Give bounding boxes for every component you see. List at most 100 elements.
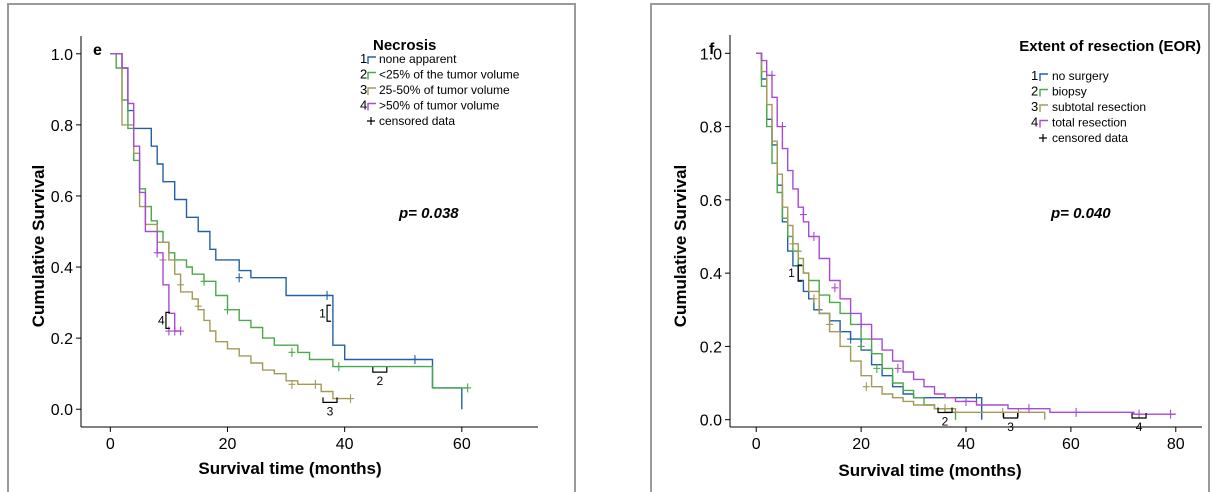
censor-mark-1	[323, 290, 331, 300]
censor-mark-4	[799, 210, 807, 220]
bracket-label: 4	[1136, 420, 1143, 434]
censor-mark-4	[1135, 409, 1143, 419]
x-tick-label: 60	[1062, 436, 1080, 453]
panel-f-letter: f	[709, 41, 715, 58]
panel-f-frame	[650, 3, 1210, 492]
panel-f-axes: 0 20 40 60 80 0.0 0.2 0.4 0.6 0.8 1.0	[700, 35, 1202, 453]
panel-e-annotations: 1 2 3 4	[158, 304, 388, 418]
y-tick-label: 0.2	[51, 331, 73, 348]
y-tick-label: 0.2	[700, 339, 722, 356]
x-tick-label: 40	[336, 436, 354, 453]
panel-e-x-axis-title: Survival time (months)	[198, 459, 381, 478]
panel-f-series-group	[756, 52, 1176, 420]
censor-mark-3	[789, 239, 797, 249]
panel-f-y-axis-title: Cumulative Survival	[671, 165, 690, 328]
legend-entry: total resection	[1052, 116, 1127, 130]
legend-number: 1	[1031, 68, 1038, 83]
legend-entry: subtotal resection	[1052, 100, 1146, 114]
y-tick-label: 0.0	[51, 402, 73, 419]
bracket-label: 3	[1007, 420, 1014, 434]
bracket-mark	[937, 407, 953, 414]
series-line-4	[110, 53, 181, 332]
y-tick-label: 0.8	[700, 120, 722, 137]
legend-swatch-2	[1039, 88, 1048, 97]
censor-mark-4	[831, 283, 839, 293]
censor-mark-3	[826, 319, 834, 329]
series-line-3	[756, 52, 1046, 420]
censor-mark-4	[153, 248, 161, 258]
bracket-label: 1	[788, 266, 795, 280]
censor-mark-3	[288, 379, 296, 389]
legend-swatch-1	[1039, 73, 1048, 81]
legend-entry: 25-50% of tumor volume	[379, 83, 510, 97]
censor-mark-3	[862, 382, 870, 392]
panel-f-legend: 1 no surgery 2 biopsy 3 subtotal resection 4 to…	[1031, 68, 1146, 145]
legend-censor-symbol	[367, 117, 375, 125]
panel-f-annotations: 1 2 3 4	[788, 264, 1147, 434]
legend-entry: none apparent	[379, 52, 457, 66]
panel-e-frame	[7, 3, 576, 492]
censor-mark-4	[1167, 409, 1175, 419]
y-tick-label: 0.4	[700, 266, 722, 283]
censor-mark-1	[235, 273, 243, 283]
censor-mark-4	[810, 231, 818, 241]
y-tick-label: 0.6	[700, 193, 722, 210]
censor-mark-2	[223, 305, 231, 315]
panel-f-legend-title: Extent of resection (EOR)	[1019, 38, 1201, 55]
legend-swatch-4	[1039, 119, 1048, 128]
censor-mark-2	[873, 363, 881, 373]
y-tick-label: 0.6	[51, 189, 73, 206]
panel-e-legend-title: Necrosis	[373, 37, 436, 54]
x-tick-label: 60	[453, 436, 471, 453]
bracket-mark	[372, 367, 388, 373]
bracket-mark	[326, 304, 332, 322]
censor-mark-1	[847, 334, 855, 344]
legend-number: 3	[1031, 99, 1038, 114]
censor-mark-3	[999, 407, 1007, 417]
legend-censored-entry: censored data	[1052, 131, 1128, 145]
legend-swatch-1	[367, 56, 376, 64]
legend-number: 1	[360, 51, 367, 66]
censor-mark-1	[411, 354, 419, 364]
legend-swatch-3	[367, 87, 376, 95]
censor-mark-3	[311, 379, 319, 389]
bracket-mark	[165, 311, 170, 329]
censor-mark-4	[1025, 404, 1033, 414]
x-tick-label: 40	[957, 436, 975, 453]
panel-e-legend: 1 none apparent 2 <25% of the tumor volume 3…	[360, 51, 520, 128]
bracket-label: 1	[319, 306, 326, 320]
legend-entry: biopsy	[1052, 85, 1087, 99]
legend-number: 3	[360, 82, 367, 97]
series-line-3	[110, 53, 351, 400]
censor-mark-2	[464, 383, 472, 393]
censor-mark-4	[894, 363, 902, 373]
panel-f-p-value: p= 0.040	[1050, 205, 1111, 222]
legend-swatch-3	[1039, 104, 1048, 112]
y-tick-label: 1.0	[51, 47, 73, 64]
legend-number: 4	[360, 98, 367, 113]
censor-mark-3	[810, 294, 818, 304]
panel-e-series-group	[110, 53, 472, 410]
legend-swatch-4	[367, 102, 376, 111]
bracket-label: 4	[158, 313, 165, 327]
y-tick-label: 1.0	[700, 46, 722, 63]
panel-f-chart: f Cumulative Survival Survival time (mon…	[650, 3, 1210, 492]
y-tick-label: 0.4	[51, 260, 73, 277]
x-tick-label: 20	[852, 436, 870, 453]
censor-mark-4	[1072, 407, 1080, 417]
legend-entry: >50% of tumor volume	[379, 99, 500, 113]
x-tick-label: 0	[106, 436, 115, 453]
panel-e-p-value: p= 0.038	[398, 205, 459, 222]
panel-e-axes: 0 20 40 60 0.0 0.2 0.4 0.6 0.8 1.0	[51, 36, 538, 453]
censor-mark-2	[200, 276, 208, 286]
censor-mark-3	[177, 280, 185, 290]
series-line-2	[756, 52, 957, 420]
bracket-label: 3	[327, 404, 334, 418]
censor-mark-1	[972, 393, 980, 403]
legend-censor-symbol	[1039, 134, 1047, 142]
bracket-label: 2	[376, 374, 383, 388]
y-tick-label: 0.8	[51, 118, 73, 135]
legend-swatch-2	[367, 71, 376, 80]
legend-number: 4	[1031, 115, 1038, 130]
